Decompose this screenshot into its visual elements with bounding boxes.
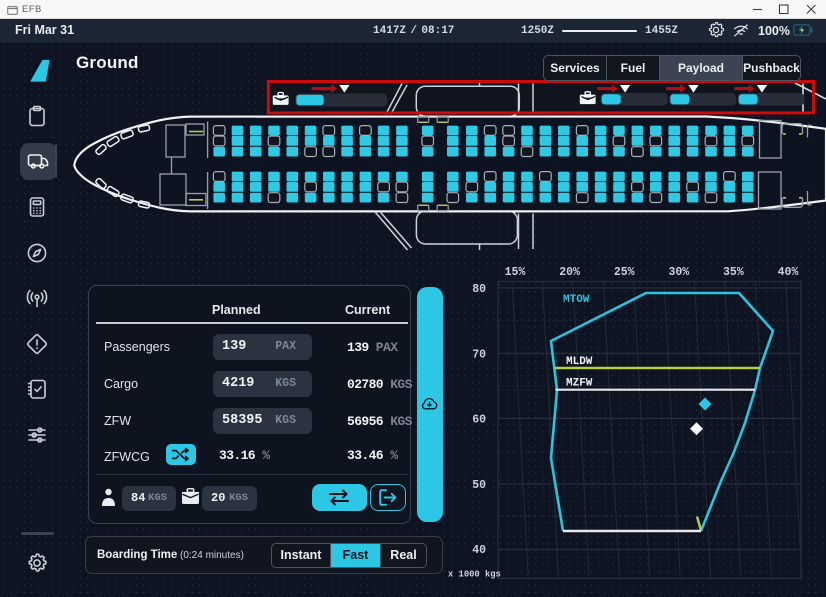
svg-text:80: 80 xyxy=(472,283,486,296)
svg-text:25%: 25% xyxy=(614,266,635,279)
svg-text:x 1000 kgs: x 1000 kgs xyxy=(448,570,501,580)
svg-text:70: 70 xyxy=(472,348,486,361)
svg-text:20%: 20% xyxy=(559,266,580,279)
svg-text:30%: 30% xyxy=(668,266,689,279)
svg-text:MTOW: MTOW xyxy=(563,294,590,306)
svg-text:MZFW: MZFW xyxy=(566,378,593,390)
svg-text:MLDW: MLDW xyxy=(566,356,593,368)
svg-text:40%: 40% xyxy=(778,266,799,279)
svg-text:15%: 15% xyxy=(505,266,526,279)
svg-text:40: 40 xyxy=(472,544,486,557)
svg-text:60: 60 xyxy=(472,414,486,427)
svg-text:35%: 35% xyxy=(723,266,744,279)
svg-text:50: 50 xyxy=(472,479,486,492)
